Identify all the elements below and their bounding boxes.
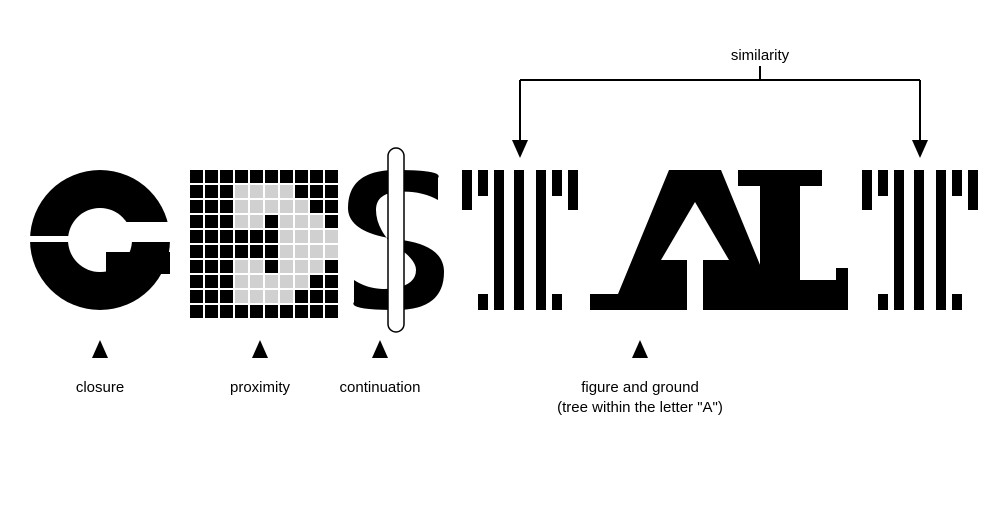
- annotation-sublabel-figure-ground: (tree within the letter "A"): [557, 399, 723, 416]
- annotation-label-similarity: similarity: [731, 47, 790, 64]
- annotation-label-continuation: continuation: [340, 379, 421, 396]
- continuation-clip: [388, 148, 404, 332]
- annotation-label-proximity: proximity: [230, 379, 291, 396]
- gestalt-diagram: closure proximity continuation figure and g…: [0, 0, 1000, 528]
- annotation-label-closure: closure: [76, 379, 124, 396]
- annotation-label-figure-ground: figure and ground: [581, 379, 699, 396]
